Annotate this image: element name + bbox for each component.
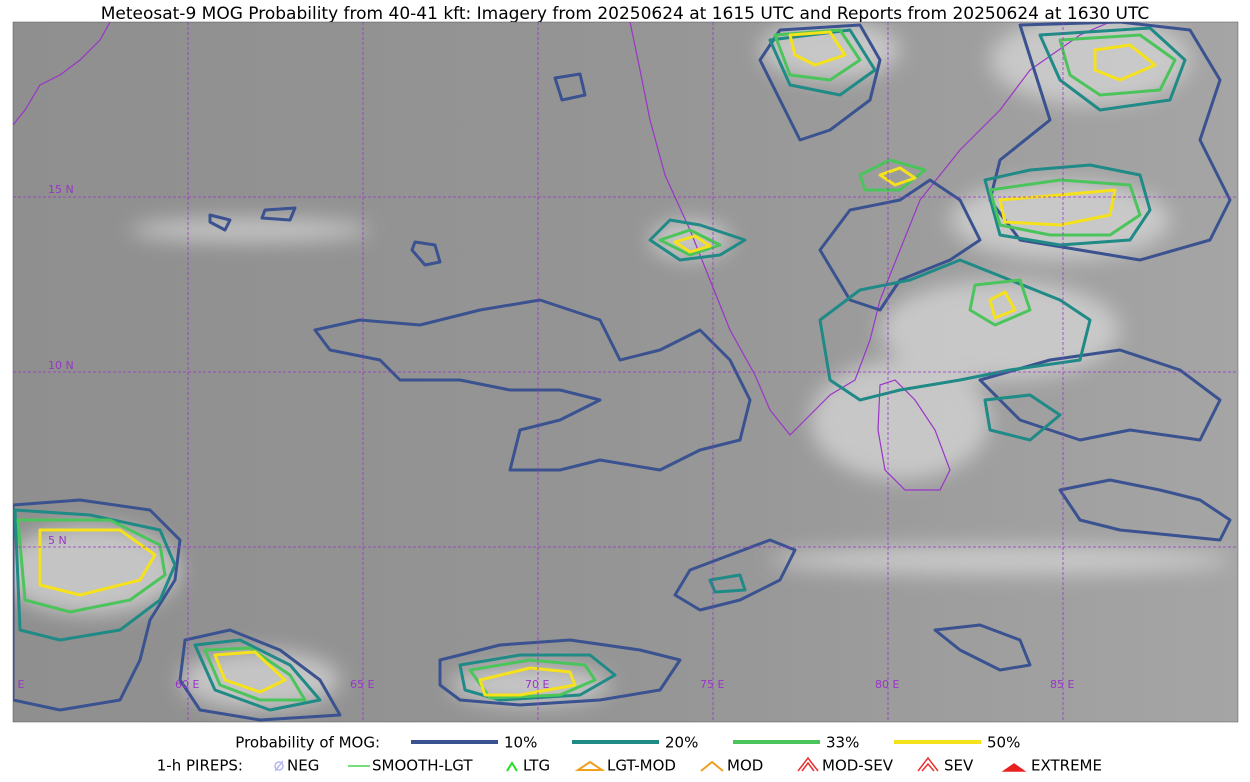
legend-label: 50% — [987, 734, 1020, 752]
legend-label: MOD — [727, 757, 763, 775]
legend-label: 20% — [665, 734, 698, 752]
legend-label: LTG — [523, 757, 550, 775]
legend-label: 10% — [504, 734, 537, 752]
lat-label: 10 N — [48, 359, 74, 372]
lat-label: 15 N — [48, 183, 74, 196]
legend-label: LGT-MOD — [607, 757, 676, 775]
lon-label: 55 E — [0, 678, 24, 691]
lon-label: 85 E — [1050, 678, 1074, 691]
legend: Probability of MOG: 1-h PIREPS: 10% 20% 33… — [157, 734, 1102, 775]
legend-title: 1-h PIREPS: — [157, 757, 243, 775]
mog-contours — [13, 22, 1232, 722]
legend-label: 33% — [826, 734, 859, 752]
legend-label: SMOOTH-LGT — [372, 757, 473, 775]
lon-label: 60 E — [175, 678, 199, 691]
lon-label: 75 E — [700, 678, 724, 691]
graticule — [13, 22, 1238, 722]
satellite-image: 15 N 10 N 5 N 55 E 60 E 65 E 70 E 75 E 8… — [0, 22, 1238, 722]
legend-label: NEG — [287, 757, 319, 775]
legend-label: MOD-SEV — [822, 757, 894, 775]
legend-title: Probability of MOG: — [235, 734, 380, 752]
lon-label: 80 E — [875, 678, 899, 691]
lon-label: 70 E — [525, 678, 549, 691]
legend-label: EXTREME — [1031, 757, 1102, 775]
lon-label: 65 E — [350, 678, 374, 691]
legend-label: SEV — [944, 757, 974, 775]
map-frame — [12, 21, 1239, 723]
lat-label: 5 N — [48, 534, 67, 547]
map-title: Meteosat-9 MOG Probability from 40-41 kf… — [101, 4, 1150, 24]
